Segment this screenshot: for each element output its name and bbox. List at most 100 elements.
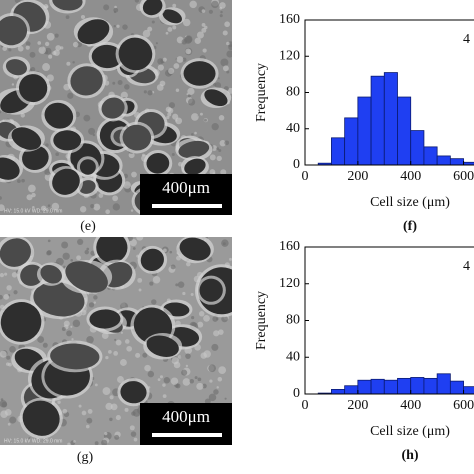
texture [67, 442, 71, 445]
texture [172, 3, 177, 8]
pore [120, 381, 147, 404]
texture [72, 41, 79, 48]
texture [159, 80, 166, 87]
texture [119, 359, 127, 366]
pore [11, 127, 42, 150]
pore [91, 44, 123, 69]
y-tick-label: 120 [279, 48, 300, 63]
texture [218, 148, 222, 152]
bar [344, 117, 359, 166]
texture [105, 355, 109, 360]
texture [203, 315, 210, 322]
texture [182, 378, 191, 386]
pore [89, 309, 121, 329]
texture [170, 377, 179, 385]
texture [88, 127, 96, 135]
sem-info: HV: 15.0 kV WD: 29.0 mm [4, 208, 62, 214]
bar [410, 130, 425, 166]
pore [44, 102, 74, 129]
bar [436, 373, 451, 395]
texture [194, 376, 198, 380]
texture [101, 439, 108, 445]
texture [213, 389, 219, 395]
texture [189, 0, 197, 9]
texture [112, 195, 119, 202]
texture [94, 441, 99, 445]
texture [116, 24, 120, 28]
y-tick-label: 0 [293, 386, 300, 401]
texture [55, 45, 62, 51]
texture [93, 301, 97, 304]
texture [133, 437, 138, 442]
texture [173, 63, 180, 69]
scale-label: 400μm [162, 178, 210, 197]
pore [204, 89, 228, 107]
texture [143, 90, 147, 94]
texture [126, 345, 133, 352]
x-tick-label: 400 [400, 169, 421, 184]
texture [208, 393, 217, 402]
pore [101, 97, 125, 119]
texture [30, 67, 36, 72]
texture [117, 376, 124, 383]
texture [220, 58, 229, 67]
panel-label: (e) [80, 219, 96, 234]
texture [114, 5, 117, 9]
texture [152, 276, 161, 284]
texture [47, 204, 51, 207]
texture [9, 416, 17, 424]
texture [62, 252, 70, 260]
texture [105, 209, 110, 215]
bar [410, 377, 425, 395]
texture [151, 20, 155, 24]
pore [40, 264, 62, 284]
texture [218, 366, 227, 375]
texture [217, 77, 220, 80]
texture [83, 114, 91, 122]
texture [168, 102, 176, 109]
texture [216, 386, 219, 389]
texture [65, 15, 70, 19]
pore [178, 140, 210, 159]
texture [21, 178, 25, 183]
pore [22, 400, 60, 436]
texture [78, 404, 82, 408]
texture [141, 153, 145, 157]
texture [66, 61, 71, 66]
x-tick-label: 0 [302, 169, 309, 184]
texture [0, 273, 5, 278]
texture [37, 41, 42, 45]
y-tick-label: 80 [286, 313, 300, 328]
texture [200, 352, 207, 359]
texture [214, 82, 222, 89]
texture [66, 330, 73, 337]
sem-image [0, 0, 232, 215]
pore [77, 19, 110, 45]
texture [162, 57, 167, 62]
texture [52, 50, 57, 56]
plot-frame [304, 246, 474, 395]
texture [191, 133, 194, 136]
bar [397, 96, 412, 166]
pore [78, 180, 96, 194]
texture [4, 272, 8, 276]
x-tick-label: 200 [347, 169, 368, 184]
texture [112, 203, 121, 211]
texture [194, 37, 202, 44]
pore [0, 301, 42, 342]
texture [124, 84, 130, 90]
texture [197, 377, 202, 382]
texture [42, 342, 48, 348]
pore [179, 237, 211, 261]
texture [198, 311, 205, 317]
texture [0, 204, 5, 212]
x-tick-label: 200 [347, 398, 368, 413]
texture [224, 21, 230, 28]
texture [123, 181, 131, 189]
texture [135, 352, 141, 358]
texture [70, 259, 73, 262]
bar [423, 146, 438, 166]
texture [212, 316, 219, 322]
texture [9, 346, 16, 353]
texture [213, 82, 217, 87]
